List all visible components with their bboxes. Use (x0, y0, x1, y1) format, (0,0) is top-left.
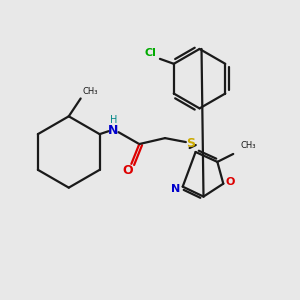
Text: S: S (186, 136, 195, 150)
Text: O: O (122, 164, 133, 177)
Text: N: N (108, 124, 119, 137)
Text: H: H (110, 115, 117, 125)
Text: O: O (226, 177, 235, 187)
Text: CH₃: CH₃ (82, 86, 98, 95)
Text: CH₃: CH₃ (240, 141, 256, 150)
Text: Cl: Cl (144, 48, 156, 58)
Text: N: N (171, 184, 180, 194)
